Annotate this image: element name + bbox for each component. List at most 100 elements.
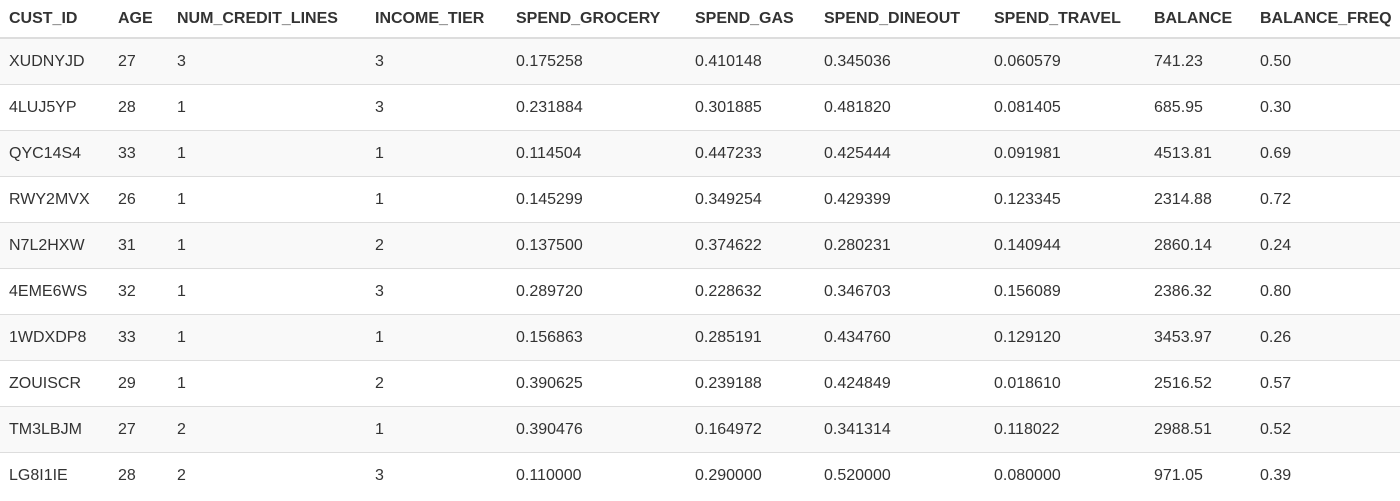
column-header-income-tier[interactable]: INCOME_TIER — [366, 0, 507, 39]
table-header: CUST_ID AGE NUM_CREDIT_LINES INCOME_TIER SPE… — [0, 0, 1400, 39]
cell-spend-dineout: 0.429399 — [815, 176, 985, 223]
header-row: CUST_ID AGE NUM_CREDIT_LINES INCOME_TIER SPE… — [0, 0, 1400, 39]
cell-balance-freq: 0.80 — [1251, 268, 1400, 315]
cell-age: 28 — [109, 84, 168, 131]
cell-age: 31 — [109, 222, 168, 269]
cell-spend-travel: 0.129120 — [985, 314, 1145, 361]
cell-num-credit-lines: 2 — [168, 406, 366, 453]
cell-spend-gas: 0.164972 — [686, 406, 815, 453]
cell-spend-gas: 0.301885 — [686, 84, 815, 131]
cell-spend-dineout: 0.425444 — [815, 130, 985, 177]
cell-cust-id: ZOUISCR — [0, 360, 109, 407]
cell-balance: 2386.32 — [1145, 268, 1251, 315]
cell-balance-freq: 0.50 — [1251, 37, 1400, 85]
cell-balance: 2860.14 — [1145, 222, 1251, 269]
cell-balance-freq: 0.72 — [1251, 176, 1400, 223]
cell-income-tier: 2 — [366, 222, 507, 269]
cell-spend-travel: 0.080000 — [985, 452, 1145, 498]
cell-income-tier: 1 — [366, 130, 507, 177]
cell-income-tier: 3 — [366, 84, 507, 131]
column-header-spend-travel[interactable]: SPEND_TRAVEL — [985, 0, 1145, 39]
cell-spend-dineout: 0.345036 — [815, 37, 985, 85]
cell-num-credit-lines: 1 — [168, 130, 366, 177]
cell-balance-freq: 0.26 — [1251, 314, 1400, 361]
cell-age: 26 — [109, 176, 168, 223]
column-header-num-credit-lines[interactable]: NUM_CREDIT_LINES — [168, 0, 366, 39]
cell-spend-grocery: 0.110000 — [507, 452, 686, 498]
cell-balance-freq: 0.52 — [1251, 406, 1400, 453]
table-row[interactable]: QYC14S4 33 1 1 0.114504 0.447233 0.425444 0.091… — [0, 130, 1400, 177]
cell-balance-freq: 0.39 — [1251, 452, 1400, 498]
cell-spend-gas: 0.285191 — [686, 314, 815, 361]
table-row[interactable]: RWY2MVX 26 1 1 0.145299 0.349254 0.429399 0.123… — [0, 176, 1400, 223]
cell-balance-freq: 0.69 — [1251, 130, 1400, 177]
cell-num-credit-lines: 3 — [168, 37, 366, 85]
cell-balance: 2516.52 — [1145, 360, 1251, 407]
table-row[interactable]: 4LUJ5YP 28 1 3 0.231884 0.301885 0.481820 0.081… — [0, 84, 1400, 131]
cell-spend-grocery: 0.390476 — [507, 406, 686, 453]
cell-spend-gas: 0.290000 — [686, 452, 815, 498]
cell-cust-id: XUDNYJD — [0, 37, 109, 85]
cell-age: 27 — [109, 37, 168, 85]
cell-balance: 3453.97 — [1145, 314, 1251, 361]
cell-cust-id: 4LUJ5YP — [0, 84, 109, 131]
cell-cust-id: N7L2HXW — [0, 222, 109, 269]
cell-spend-travel: 0.118022 — [985, 406, 1145, 453]
column-header-cust-id[interactable]: CUST_ID — [0, 0, 109, 39]
cell-balance: 741.23 — [1145, 37, 1251, 85]
table-row[interactable]: ZOUISCR 29 1 2 0.390625 0.239188 0.424849 0.018… — [0, 360, 1400, 407]
cell-age: 29 — [109, 360, 168, 407]
table-row[interactable]: N7L2HXW 31 1 2 0.137500 0.374622 0.280231 0.140… — [0, 222, 1400, 269]
cell-income-tier: 3 — [366, 268, 507, 315]
cell-spend-grocery: 0.231884 — [507, 84, 686, 131]
cell-age: 27 — [109, 406, 168, 453]
table-row[interactable]: 4EME6WS 32 1 3 0.289720 0.228632 0.346703 0.156… — [0, 268, 1400, 315]
cell-income-tier: 3 — [366, 452, 507, 498]
cell-spend-grocery: 0.156863 — [507, 314, 686, 361]
cell-spend-gas: 0.228632 — [686, 268, 815, 315]
cell-cust-id: 4EME6WS — [0, 268, 109, 315]
column-header-balance[interactable]: BALANCE — [1145, 0, 1251, 39]
cell-spend-dineout: 0.434760 — [815, 314, 985, 361]
cell-balance-freq: 0.30 — [1251, 84, 1400, 131]
cell-spend-grocery: 0.289720 — [507, 268, 686, 315]
cell-num-credit-lines: 1 — [168, 268, 366, 315]
column-header-spend-gas[interactable]: SPEND_GAS — [686, 0, 815, 39]
column-header-spend-grocery[interactable]: SPEND_GROCERY — [507, 0, 686, 39]
cell-spend-gas: 0.410148 — [686, 37, 815, 85]
cell-spend-gas: 0.239188 — [686, 360, 815, 407]
cell-spend-dineout: 0.346703 — [815, 268, 985, 315]
table-row[interactable]: XUDNYJD 27 3 3 0.175258 0.410148 0.345036 0.060… — [0, 37, 1400, 85]
cell-income-tier: 2 — [366, 360, 507, 407]
cell-num-credit-lines: 1 — [168, 314, 366, 361]
column-header-age[interactable]: AGE — [109, 0, 168, 39]
cell-spend-grocery: 0.390625 — [507, 360, 686, 407]
cell-spend-gas: 0.447233 — [686, 130, 815, 177]
cell-age: 32 — [109, 268, 168, 315]
cell-spend-grocery: 0.114504 — [507, 130, 686, 177]
cell-spend-travel: 0.081405 — [985, 84, 1145, 131]
cell-spend-dineout: 0.280231 — [815, 222, 985, 269]
cell-balance: 685.95 — [1145, 84, 1251, 131]
cell-cust-id: QYC14S4 — [0, 130, 109, 177]
cell-spend-gas: 0.374622 — [686, 222, 815, 269]
table-row[interactable]: TM3LBJM 27 2 1 0.390476 0.164972 0.341314 0.118… — [0, 406, 1400, 453]
column-header-spend-dineout[interactable]: SPEND_DINEOUT — [815, 0, 985, 39]
cell-spend-travel: 0.123345 — [985, 176, 1145, 223]
cell-num-credit-lines: 1 — [168, 84, 366, 131]
cell-cust-id: TM3LBJM — [0, 406, 109, 453]
cell-cust-id: LG8I1IE — [0, 452, 109, 498]
cell-spend-grocery: 0.145299 — [507, 176, 686, 223]
table-row[interactable]: 1WDXDP8 33 1 1 0.156863 0.285191 0.434760 0.129… — [0, 314, 1400, 361]
cell-spend-dineout: 0.520000 — [815, 452, 985, 498]
cell-income-tier: 1 — [366, 406, 507, 453]
cell-spend-travel: 0.060579 — [985, 37, 1145, 85]
cell-income-tier: 1 — [366, 314, 507, 361]
table-body: XUDNYJD 27 3 3 0.175258 0.410148 0.345036 0.060… — [0, 37, 1400, 498]
table-row[interactable]: LG8I1IE 28 2 3 0.110000 0.290000 0.520000 0.080… — [0, 452, 1400, 498]
cell-income-tier: 3 — [366, 37, 507, 85]
cell-num-credit-lines: 2 — [168, 452, 366, 498]
cell-spend-dineout: 0.341314 — [815, 406, 985, 453]
column-header-balance-freq[interactable]: BALANCE_FREQ — [1251, 0, 1400, 39]
